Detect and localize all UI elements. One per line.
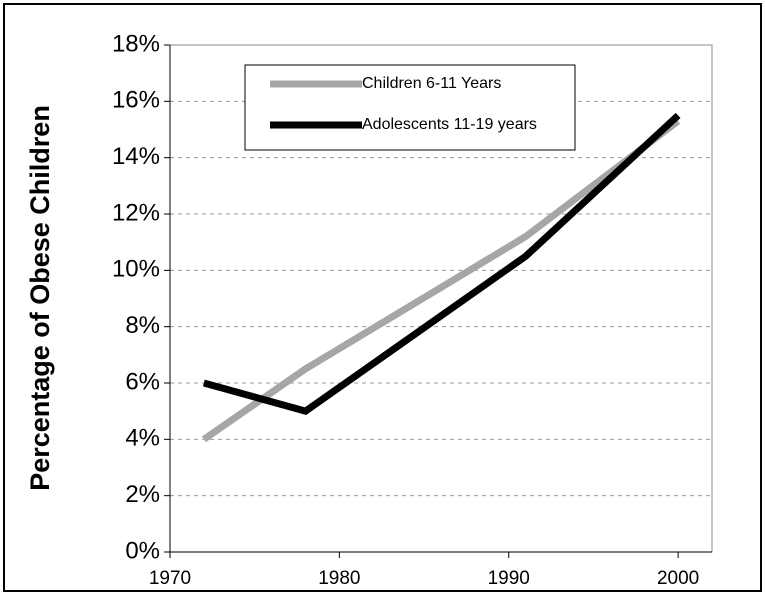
y-tick-label: 0% [125,537,160,564]
series-line [202,112,681,415]
x-tick-label: 1990 [488,568,530,589]
y-tick-label: 14% [112,143,160,170]
y-tick-label: 18% [112,30,160,57]
y-tick-label: 16% [112,87,160,114]
legend-label: Adolescents 11-19 years [362,116,537,133]
legend-label: Children 6-11 Years [362,75,501,92]
x-tick-label: 2000 [657,568,699,589]
series-line [201,118,681,443]
legend-box [244,64,576,151]
y-axis-label: Percentage of Obese Children [25,105,55,491]
y-tick-label: 12% [112,199,160,226]
y-tick-label: 6% [125,368,160,395]
y-tick-label: 8% [125,312,160,339]
y-tick-label: 10% [112,256,160,283]
y-tick-label: 4% [125,425,160,452]
x-tick-label: 1970 [149,568,191,589]
y-tick-label: 2% [125,481,160,508]
x-tick-label: 1980 [318,568,360,589]
